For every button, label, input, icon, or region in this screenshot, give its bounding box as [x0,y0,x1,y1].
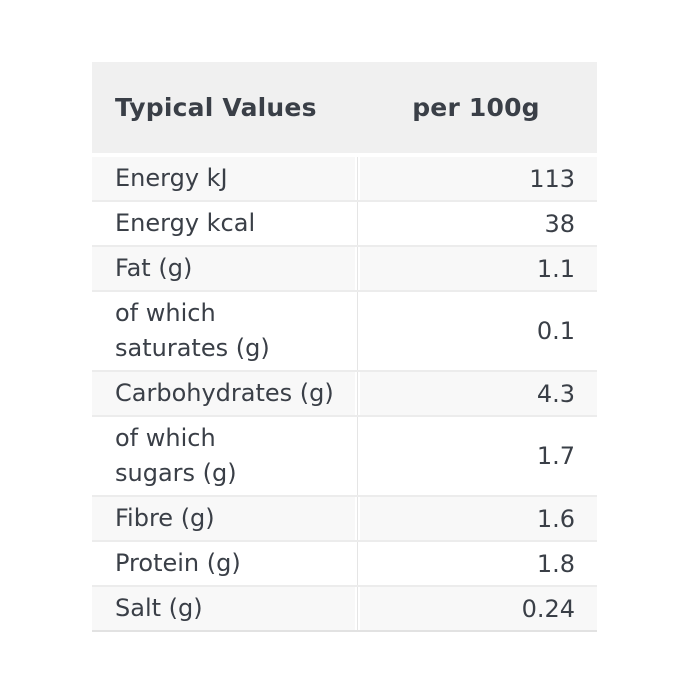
table-row-saturates: of which saturates (g) 0.1 [92,292,597,372]
row-label: of which sugars (g) [115,424,237,487]
nutrition-table: Typical Values per 100g Energy kJ 113 En… [92,62,597,632]
row-value: 4.3 [536,379,575,408]
row-label: of which saturates (g) [115,299,270,362]
row-value: 38 [544,209,575,238]
row-label: Fat (g) [115,254,193,282]
table-row-carbohydrates: Carbohydrates (g) 4.3 [92,372,597,417]
row-value: 0.24 [521,594,575,623]
row-value: 1.8 [536,549,575,578]
table-row-salt: Salt (g) 0.24 [92,587,597,632]
table-header-row: Typical Values per 100g [92,62,597,153]
row-value: 113 [529,164,575,193]
column-divider [355,587,360,630]
column-divider [355,247,360,290]
table-row-energy-kj: Energy kJ 113 [92,157,597,202]
header-per-100g: per 100g [412,93,540,122]
column-divider [355,157,360,200]
table-row-fat: Fat (g) 1.1 [92,247,597,292]
column-divider [355,417,360,495]
row-label: Fibre (g) [115,504,215,532]
column-divider [355,202,360,245]
header-typical-values: Typical Values [115,93,317,122]
row-value: 0.1 [536,317,575,345]
row-value: 1.6 [536,504,575,533]
column-divider [355,497,360,540]
column-divider [355,292,360,370]
row-value: 1.1 [536,254,575,283]
row-label: Carbohydrates (g) [115,379,334,407]
row-label: Energy kcal [115,209,256,237]
table-row-energy-kcal: Energy kcal 38 [92,202,597,247]
row-value: 1.7 [536,442,575,470]
table-row-sugars: of which sugars (g) 1.7 [92,417,597,497]
table-row-protein: Protein (g) 1.8 [92,542,597,587]
row-label: Salt (g) [115,594,203,622]
row-label: Protein (g) [115,549,241,577]
column-divider [355,542,360,585]
column-divider [355,372,360,415]
row-label: Energy kJ [115,164,228,192]
table-row-fibre: Fibre (g) 1.6 [92,497,597,542]
